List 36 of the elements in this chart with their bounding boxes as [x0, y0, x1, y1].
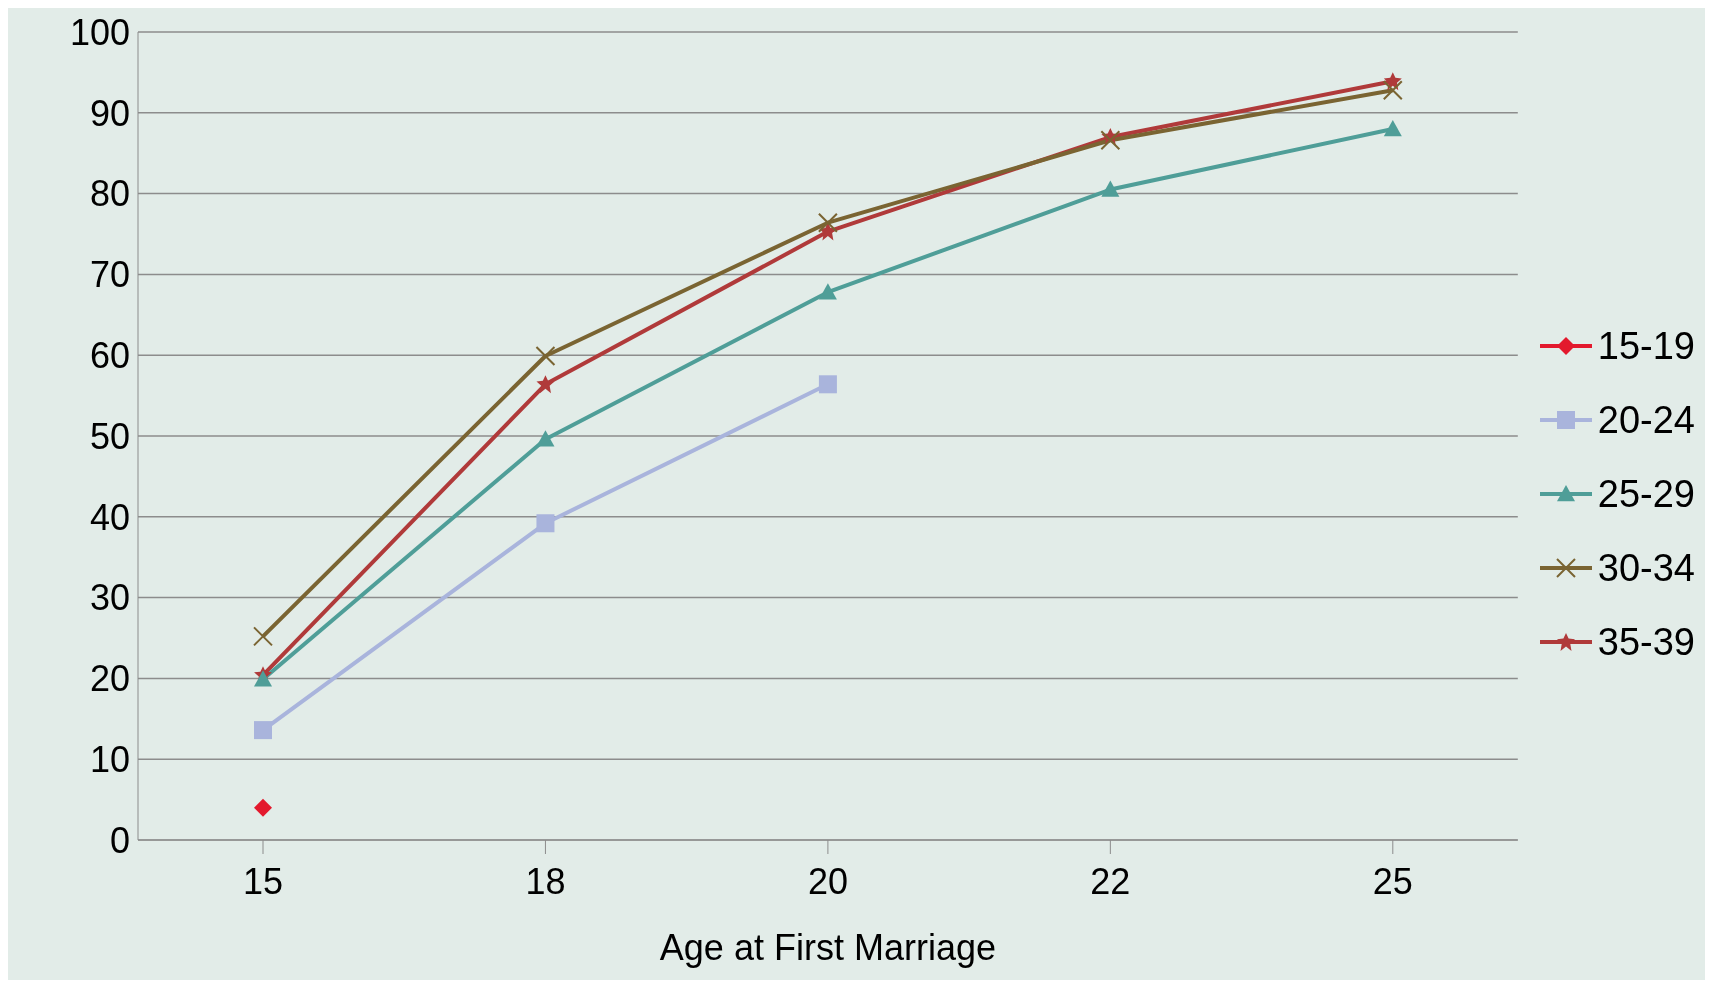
point [818, 283, 837, 300]
y-tick-label: 30 [89, 577, 130, 619]
point [1383, 119, 1402, 137]
y-tick-label: 20 [89, 658, 130, 700]
legend-label: 20-24 [1597, 398, 1695, 442]
point [535, 346, 556, 367]
y-tick-label: 80 [89, 173, 130, 215]
point [254, 670, 272, 687]
y-tick-label: 70 [89, 254, 130, 296]
x-tick-label: 15 [242, 860, 284, 902]
point [254, 721, 272, 740]
legend-label: 15-19 [1597, 324, 1695, 368]
point [536, 375, 555, 394]
point [254, 798, 272, 817]
y-tick-label: 10 [89, 738, 130, 780]
point [817, 212, 838, 233]
point [536, 430, 555, 447]
legend-label: 25-29 [1597, 472, 1695, 516]
y-tick-label: 90 [89, 92, 130, 134]
x-tick-label: 20 [807, 860, 848, 902]
y-tick-label: 40 [89, 496, 130, 538]
x-axis-title: Age at First Marriage [659, 927, 996, 968]
point [1101, 180, 1120, 197]
legend-label: 35-39 [1597, 620, 1695, 664]
x-tick-label: 22 [1090, 860, 1131, 902]
legend-label: 30-34 [1597, 546, 1695, 590]
x-tick-label: 25 [1372, 860, 1413, 902]
y-tick-label: 60 [89, 334, 130, 376]
y-tick-label: 50 [89, 415, 130, 457]
y-tick-label: 100 [69, 11, 130, 53]
point [1382, 80, 1403, 101]
y-tick-label: 0 [109, 819, 130, 861]
point [253, 626, 273, 647]
x-tick-label: 18 [525, 860, 566, 902]
point [536, 514, 555, 533]
point [818, 375, 837, 394]
